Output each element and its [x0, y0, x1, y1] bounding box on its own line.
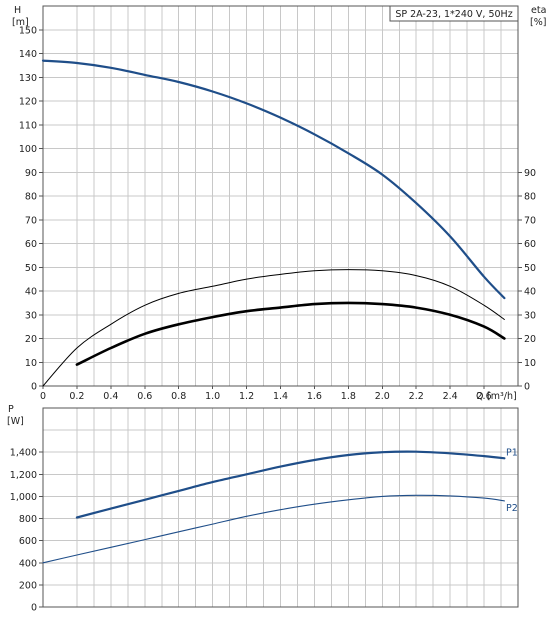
x-tick-label: 1.2 — [239, 391, 254, 402]
head-curve — [41, 59, 506, 300]
x-tick-label: 1.0 — [205, 391, 220, 402]
x-tick-label: 0.8 — [171, 391, 186, 402]
y-tick-label: 40 — [25, 287, 37, 298]
x-tick-label: 2.2 — [409, 391, 424, 402]
y-tick-label: 70 — [25, 215, 37, 226]
y-tick-label: 800 — [19, 514, 37, 525]
y2-axis-label: eta — [531, 5, 546, 16]
y2-tick-label: 90 — [524, 168, 536, 179]
power-axis-label: P — [8, 404, 14, 415]
y-tick-label: 0 — [31, 603, 37, 614]
x-tick-label: 0.4 — [103, 391, 118, 402]
power-curve-p1 — [75, 450, 506, 519]
y-tick-label: 60 — [25, 239, 37, 250]
y2-tick-label: 30 — [524, 310, 536, 321]
y-axis-unit: [m] — [12, 17, 29, 28]
y2-tick-label: 70 — [524, 215, 536, 226]
y-tick-label: 120 — [19, 97, 37, 108]
y-axis-label: H — [14, 5, 21, 16]
y2-tick-label: 20 — [524, 334, 536, 345]
x-axis-label: Q — [476, 391, 483, 402]
x-tick-label: 2.4 — [443, 391, 458, 402]
efficiency-curve-eta — [42, 269, 505, 387]
x-tick-label: 1.6 — [307, 391, 322, 402]
y-tick-label: 140 — [19, 49, 37, 60]
y-tick-label: 0 — [31, 382, 37, 393]
y-tick-label: 1,000 — [10, 492, 37, 503]
y2-tick-label: 0 — [524, 382, 530, 393]
x-tick-label: 0 — [40, 391, 46, 402]
y-tick-label: 400 — [19, 558, 37, 569]
y-tick-label: 50 — [25, 263, 37, 274]
y-tick-label: 110 — [19, 120, 37, 131]
y2-tick-label: 80 — [524, 192, 536, 203]
y-tick-label: 90 — [25, 168, 37, 179]
y-tick-label: 130 — [19, 73, 37, 84]
x-tick-label: 2.6 — [477, 391, 492, 402]
y2-axis-unit: [%] — [530, 17, 546, 28]
y2-tick-label: 10 — [524, 358, 536, 369]
x-tick-label: 0.2 — [69, 391, 84, 402]
y-tick-label: 1,400 — [10, 448, 37, 459]
y-tick-label: 30 — [25, 310, 37, 321]
y-tick-label: 200 — [19, 580, 37, 591]
y-tick-label: 100 — [19, 144, 37, 155]
efficiency-curve-total — [75, 301, 506, 366]
y-tick-label: 600 — [19, 536, 37, 547]
chart-title: SP 2A-23, 1*240 V, 50Hz — [395, 9, 512, 20]
x-tick-label: 0.6 — [137, 391, 152, 402]
series-label-p2: P2 — [506, 503, 518, 514]
y2-tick-label: 60 — [524, 239, 536, 250]
x-tick-label: 1.8 — [341, 391, 356, 402]
x-axis-unit: [m³/h] — [487, 391, 517, 402]
x-tick-label: 2.0 — [375, 391, 390, 402]
y-tick-label: 10 — [25, 358, 37, 369]
series-label-p1: P1 — [506, 447, 518, 458]
y2-tick-label: 50 — [524, 263, 536, 274]
power-curve-p2 — [42, 494, 505, 564]
y2-tick-label: 40 — [524, 287, 536, 298]
y-tick-label: 80 — [25, 192, 37, 203]
x-tick-label: 1.4 — [273, 391, 288, 402]
bottom-plot-frame — [42, 407, 519, 608]
y-tick-label: 20 — [25, 334, 37, 345]
title-box — [389, 5, 519, 22]
y-tick-label: 150 — [19, 25, 37, 36]
y-tick-label: 1,200 — [10, 470, 37, 481]
power-axis-unit: [W] — [7, 416, 24, 427]
